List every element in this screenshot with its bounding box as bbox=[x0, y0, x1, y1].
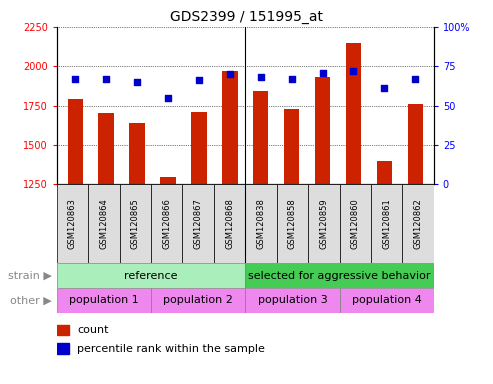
Bar bbox=[308, 184, 340, 263]
Bar bbox=[151, 184, 182, 263]
Point bbox=[411, 76, 419, 82]
Text: count: count bbox=[77, 325, 109, 335]
Text: GDS2399 / 151995_at: GDS2399 / 151995_at bbox=[170, 10, 323, 23]
Point bbox=[288, 76, 296, 82]
Point bbox=[195, 77, 203, 83]
Text: GSM120859: GSM120859 bbox=[319, 199, 328, 249]
Bar bbox=[191, 112, 207, 184]
Text: GSM120862: GSM120862 bbox=[414, 198, 423, 249]
Text: percentile rank within the sample: percentile rank within the sample bbox=[77, 344, 265, 354]
Bar bbox=[284, 109, 299, 184]
Bar bbox=[182, 184, 214, 263]
Bar bbox=[151, 288, 245, 313]
Text: strain ▶: strain ▶ bbox=[8, 270, 52, 281]
Text: GSM120865: GSM120865 bbox=[131, 198, 140, 249]
Bar bbox=[222, 71, 238, 184]
Text: GSM120861: GSM120861 bbox=[382, 198, 391, 249]
Point bbox=[350, 68, 357, 74]
Text: other ▶: other ▶ bbox=[10, 295, 52, 306]
Bar bbox=[57, 343, 69, 354]
Bar bbox=[346, 43, 361, 184]
Text: selected for aggressive behavior: selected for aggressive behavior bbox=[248, 270, 431, 281]
Bar bbox=[408, 104, 423, 184]
Bar bbox=[57, 263, 245, 288]
Point bbox=[318, 70, 326, 76]
Text: GSM120863: GSM120863 bbox=[68, 198, 77, 249]
Text: GSM120867: GSM120867 bbox=[194, 198, 203, 249]
Bar bbox=[315, 77, 330, 184]
Bar bbox=[245, 288, 340, 313]
Bar bbox=[214, 184, 246, 263]
Bar bbox=[253, 91, 269, 184]
Bar bbox=[57, 325, 69, 335]
Bar bbox=[119, 184, 151, 263]
Bar bbox=[88, 184, 119, 263]
Bar bbox=[340, 288, 434, 313]
Bar bbox=[277, 184, 308, 263]
Bar bbox=[340, 184, 371, 263]
Bar bbox=[57, 184, 88, 263]
Bar bbox=[129, 123, 145, 184]
Bar bbox=[68, 99, 83, 184]
Bar bbox=[57, 288, 151, 313]
Point bbox=[102, 76, 110, 82]
Bar bbox=[377, 162, 392, 184]
Bar bbox=[245, 184, 277, 263]
Bar bbox=[160, 177, 176, 184]
Text: GSM120860: GSM120860 bbox=[351, 198, 360, 249]
Text: GSM120864: GSM120864 bbox=[99, 198, 108, 249]
Point bbox=[257, 74, 265, 80]
Text: GSM120838: GSM120838 bbox=[256, 198, 266, 249]
Bar bbox=[402, 184, 434, 263]
Text: population 3: population 3 bbox=[257, 295, 327, 306]
Bar bbox=[245, 263, 434, 288]
Point bbox=[133, 79, 141, 85]
Text: GSM120858: GSM120858 bbox=[288, 198, 297, 249]
Point bbox=[71, 76, 79, 82]
Text: population 1: population 1 bbox=[69, 295, 139, 306]
Point bbox=[226, 71, 234, 77]
Text: population 4: population 4 bbox=[352, 295, 422, 306]
Text: reference: reference bbox=[124, 270, 178, 281]
Text: GSM120868: GSM120868 bbox=[225, 198, 234, 249]
Bar bbox=[371, 184, 402, 263]
Point bbox=[164, 95, 172, 101]
Point bbox=[381, 85, 388, 91]
Text: population 2: population 2 bbox=[163, 295, 233, 306]
Text: GSM120866: GSM120866 bbox=[162, 198, 171, 249]
Bar bbox=[99, 114, 114, 184]
